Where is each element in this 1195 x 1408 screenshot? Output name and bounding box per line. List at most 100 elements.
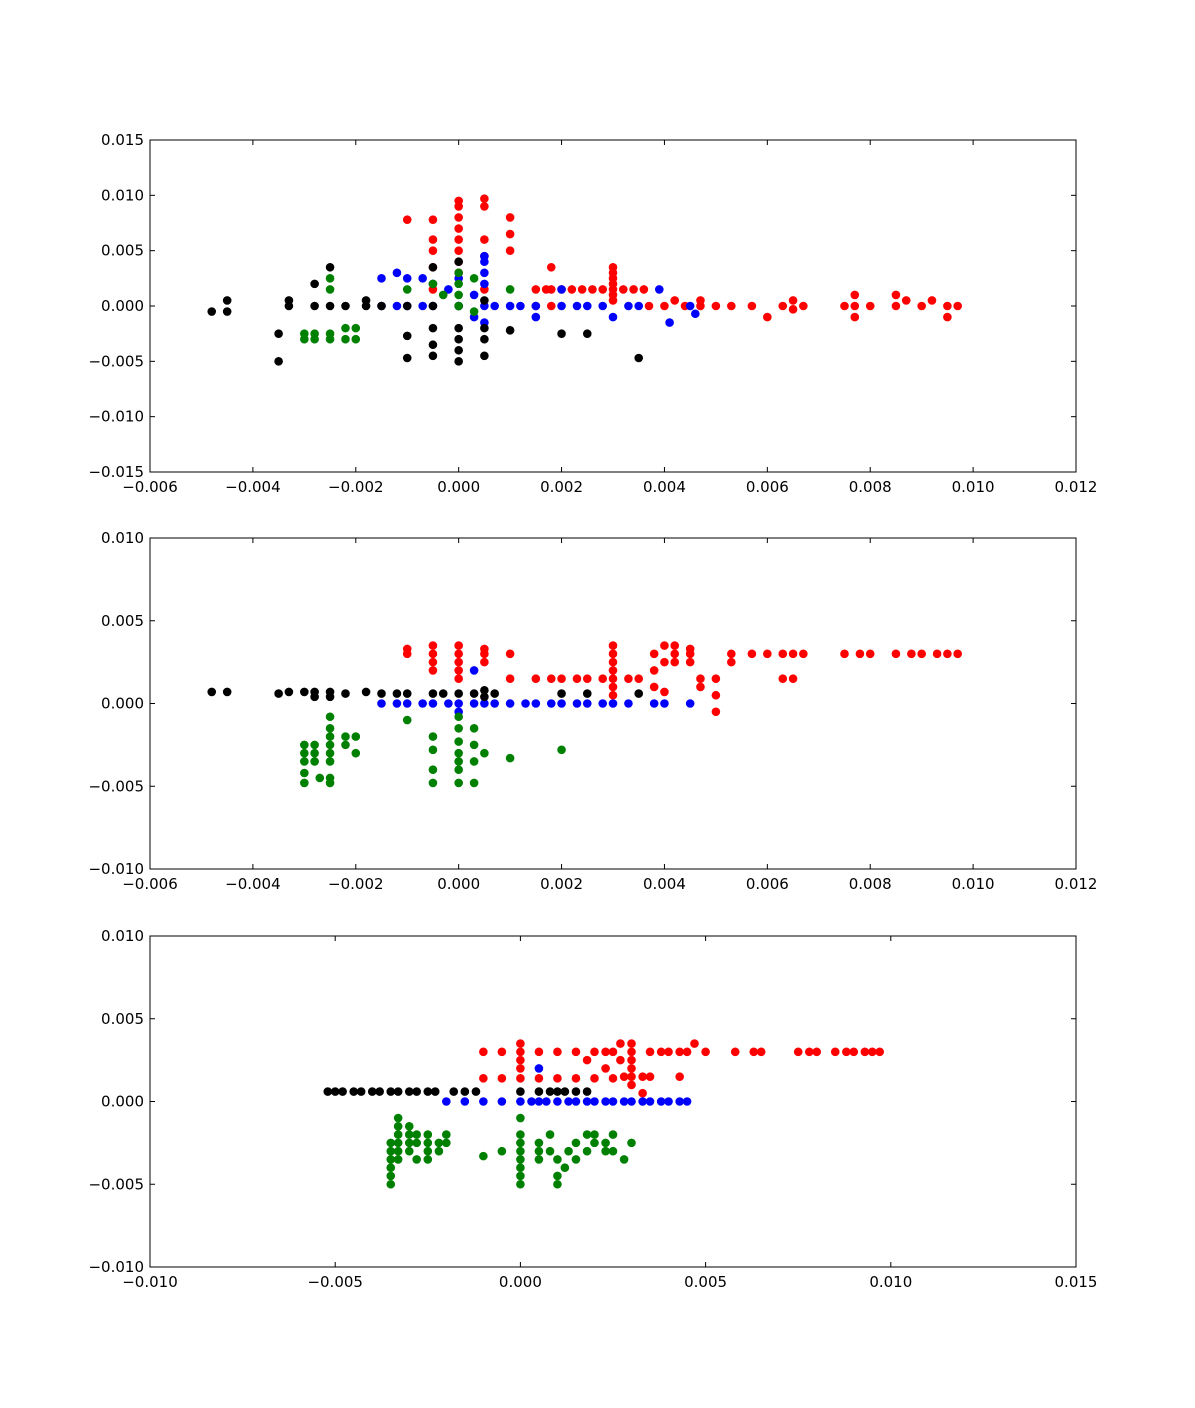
data-point xyxy=(546,301,556,311)
data-point xyxy=(404,1130,414,1139)
data-point xyxy=(850,301,860,311)
data-point xyxy=(356,1087,366,1096)
series-4 xyxy=(300,268,515,344)
data-point xyxy=(608,312,618,322)
data-point xyxy=(865,649,875,659)
data-point xyxy=(469,307,479,316)
data-point xyxy=(778,301,788,311)
x-tick-label: −0.004 xyxy=(225,875,281,893)
data-point xyxy=(222,307,232,316)
data-point xyxy=(505,301,515,311)
data-point xyxy=(943,649,952,659)
data-point xyxy=(454,213,463,222)
data-point xyxy=(393,1122,403,1131)
data-point xyxy=(454,301,463,311)
data-point xyxy=(624,674,633,683)
data-point xyxy=(428,657,438,667)
x-tick-label: 0.010 xyxy=(869,1273,912,1291)
data-point xyxy=(310,748,319,758)
data-point xyxy=(222,687,232,697)
data-point xyxy=(582,1055,592,1065)
data-point xyxy=(449,1087,459,1096)
data-point xyxy=(454,257,463,267)
y-tick-label: −0.015 xyxy=(88,463,144,481)
data-point xyxy=(608,1047,618,1057)
data-point xyxy=(627,1072,636,1081)
data-point xyxy=(891,290,901,300)
data-point xyxy=(325,778,335,788)
data-point xyxy=(855,649,865,659)
data-point xyxy=(418,301,427,311)
data-point xyxy=(619,1155,629,1164)
x-tick-label: 0.004 xyxy=(643,478,686,496)
data-point xyxy=(645,1097,655,1106)
x-tick-label: 0.015 xyxy=(1055,1273,1098,1291)
data-point xyxy=(608,641,618,650)
data-point xyxy=(571,1138,581,1148)
x-tick-label: 0.008 xyxy=(849,875,892,893)
data-point xyxy=(454,737,463,746)
data-point xyxy=(428,351,438,361)
data-point xyxy=(799,301,808,311)
data-point xyxy=(428,778,438,788)
data-point xyxy=(434,1138,444,1148)
y-tick-label: −0.010 xyxy=(88,408,144,426)
data-point xyxy=(649,649,659,659)
data-point xyxy=(341,334,350,344)
data-point xyxy=(412,1155,421,1164)
data-point xyxy=(351,748,361,758)
data-point xyxy=(521,699,530,708)
data-point xyxy=(634,674,644,683)
data-point xyxy=(534,1047,544,1057)
data-point xyxy=(505,649,515,659)
data-point xyxy=(557,301,566,311)
data-point xyxy=(404,1146,414,1156)
data-point xyxy=(377,301,386,311)
data-point xyxy=(392,301,402,311)
data-point xyxy=(608,657,618,667)
data-point xyxy=(638,1088,647,1098)
data-point xyxy=(516,1138,525,1148)
data-point xyxy=(516,1146,525,1156)
y-tick-label: 0.010 xyxy=(101,186,144,204)
data-point xyxy=(349,1087,359,1096)
data-point xyxy=(310,279,319,289)
data-point xyxy=(590,1074,599,1083)
data-point xyxy=(300,757,309,766)
series-2 xyxy=(442,1064,692,1106)
data-point xyxy=(670,657,680,667)
data-point xyxy=(341,740,350,750)
data-point xyxy=(428,340,438,350)
data-point xyxy=(531,674,541,683)
data-point xyxy=(616,1039,625,1048)
data-point xyxy=(531,301,541,311)
data-point xyxy=(310,692,319,702)
data-point xyxy=(402,331,412,341)
data-point xyxy=(469,689,479,698)
data-point xyxy=(469,740,479,750)
data-point xyxy=(338,1087,347,1096)
data-point xyxy=(423,1155,433,1164)
data-point xyxy=(393,1087,403,1096)
data-point xyxy=(460,1097,470,1106)
data-point xyxy=(454,765,463,775)
data-point xyxy=(471,1087,481,1096)
data-point xyxy=(727,657,736,667)
data-point xyxy=(480,657,489,667)
data-point xyxy=(274,689,283,698)
data-point xyxy=(480,692,489,702)
series-3 xyxy=(323,1087,592,1096)
data-point xyxy=(627,1055,636,1065)
data-point xyxy=(505,326,515,335)
data-point xyxy=(608,1146,618,1156)
subplot-3: −0.010 −0.005 0.000 0.005 0.010 0.015 −0.010 −0… xyxy=(88,927,1097,1291)
data-point xyxy=(490,699,499,708)
data-point xyxy=(875,1047,884,1057)
data-point xyxy=(660,687,669,697)
data-point xyxy=(454,778,463,788)
data-point xyxy=(454,279,463,289)
data-point xyxy=(516,1130,525,1139)
data-point xyxy=(670,296,680,305)
data-point xyxy=(480,649,489,659)
data-point xyxy=(624,301,633,311)
